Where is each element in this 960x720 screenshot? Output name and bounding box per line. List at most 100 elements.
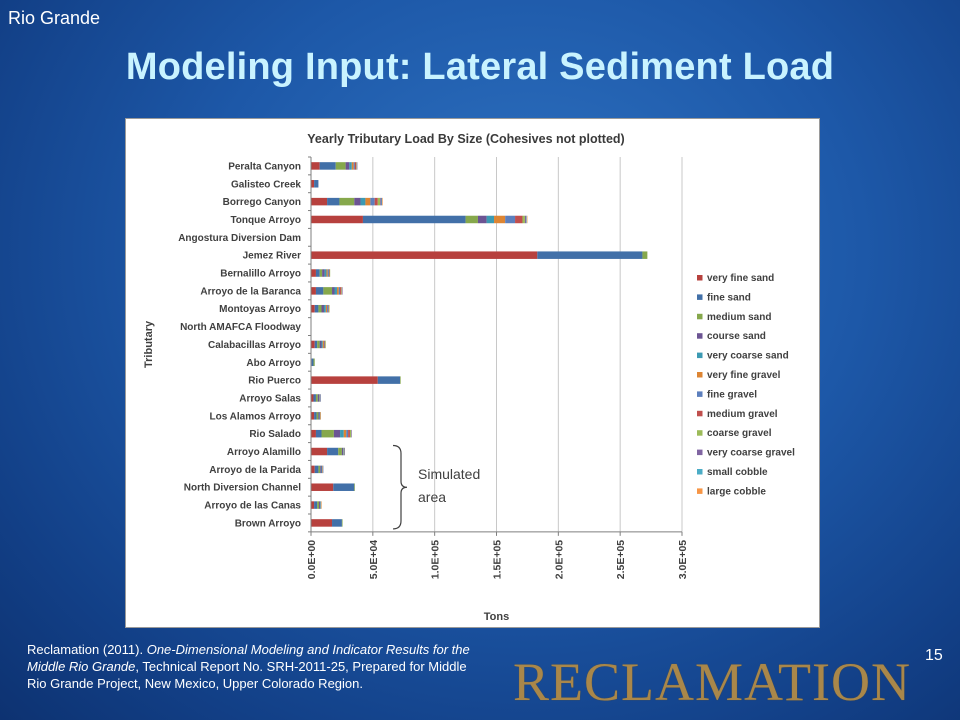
bar-segment [319,340,322,349]
bar-segment [311,215,363,224]
legend-label: coarse gravel [707,428,772,439]
category-label: Arroyo de la Parida [209,465,301,476]
bar-segment [329,269,331,277]
legend-swatch [697,313,703,320]
bar-segment [314,465,319,474]
bar-segment [356,162,358,170]
bar-segment [526,215,527,224]
category-label: North AMAFCA Floodway [180,322,301,333]
bar-segment [314,304,319,313]
bar-segment [339,197,355,206]
bar-segment [360,197,366,206]
legend-swatch [697,333,703,339]
bar-segment [319,412,321,420]
bar-segment [313,358,315,367]
bar-segment [311,447,328,456]
axis-layer: 0.0E+00 5.0E+04 1.0E+05 1.5E+05 2.0E+05 2.5E+… [143,156,689,623]
legend-swatch [697,410,703,417]
legend-label: very coarse gravel [707,448,795,459]
bar-segment [346,429,349,438]
legend-swatch [697,430,703,436]
legend-label: fine sand [707,292,751,303]
bar-segment [315,287,324,295]
bar-segment [333,483,355,491]
legend-label: large cobble [707,486,766,497]
legend-swatch [697,469,703,475]
bar-segment [328,304,329,313]
bar-segment [354,162,357,170]
bar-segment [343,447,344,456]
x-tick-label: 1.5E+05 [492,540,504,580]
slide-title: Modeling Input: Lateral Sediment Load [125,46,835,88]
bar-segment [354,483,355,491]
bar-segment [323,340,325,349]
bar-segment [322,269,325,277]
bar-segment [351,162,354,170]
bar-segment [322,465,324,474]
bar-segment [311,197,328,206]
bar-segment [314,501,318,509]
bar-segment [338,447,342,456]
bar-segment [486,215,495,224]
bar-segment [332,287,335,295]
bar-segment [322,465,323,474]
bar-segment [319,394,321,402]
bar-segment [343,429,347,438]
bar-segment [335,162,346,170]
bar-segment [524,215,527,224]
x-axis-title: Tons [484,611,509,623]
legend-label: medium gravel [707,409,778,420]
bar-segment [321,340,323,349]
bar-segment [319,162,336,170]
bar-segment [341,287,343,295]
bar-segment [315,394,318,402]
bar-segment [344,447,346,456]
tributary-load-chart: Yearly Tributary Load By Size (Cohesives… [143,132,795,623]
annotation-layer: Simulated area [392,444,480,530]
x-tick-label: 5.0E+04 [368,540,380,580]
bar-segment [311,519,333,527]
bar-segment [348,429,350,438]
legend-label: small cobble [707,467,768,478]
bar-segment [323,304,326,313]
x-tick-label: 1.0E+05 [430,540,442,580]
category-label: Arroyo de la Baranca [200,286,301,297]
category-label: North Diversion Channel [184,483,301,494]
bar-segment [311,483,334,491]
bar-segment [341,519,343,527]
bars-layer [311,162,648,527]
category-label: Peralta Canyon [228,161,301,172]
bar-segment [354,197,361,206]
bar-segment [314,412,317,420]
legend-swatch [697,488,703,494]
bar-segment [319,501,321,509]
bar-segment [315,269,320,277]
bar-segment [356,162,357,170]
annotation-text-line2: area [418,489,446,505]
bar-segment [494,215,506,224]
legend-label: course sand [707,331,766,342]
bar-segment [334,287,337,295]
bar-segment [370,197,375,206]
bar-segment [526,215,528,224]
legend-label: very coarse sand [707,351,789,362]
bar-segment [311,287,316,295]
chart-frame: Yearly Tributary Load By Size (Cohesives… [125,118,820,628]
category-label: Rio Puerco [248,376,301,387]
category-label: Borrego Canyon [223,197,301,208]
bar-segment [332,519,342,527]
bar-segment [320,501,322,509]
x-tick-label: 2.0E+05 [553,540,565,580]
x-tick-label: 2.5E+05 [615,540,627,580]
legend-swatch [697,372,703,378]
bar-segment [324,269,327,277]
bar-segment [349,429,352,438]
x-tick-label: 3.0E+05 [677,540,689,580]
bar-segment [338,287,341,295]
bar-segment [515,215,523,224]
bar-segment [320,394,321,402]
bar-segment [326,269,328,277]
bar-segment [318,412,320,420]
bar-segment [465,215,478,224]
simulated-area-bracket [392,444,408,530]
